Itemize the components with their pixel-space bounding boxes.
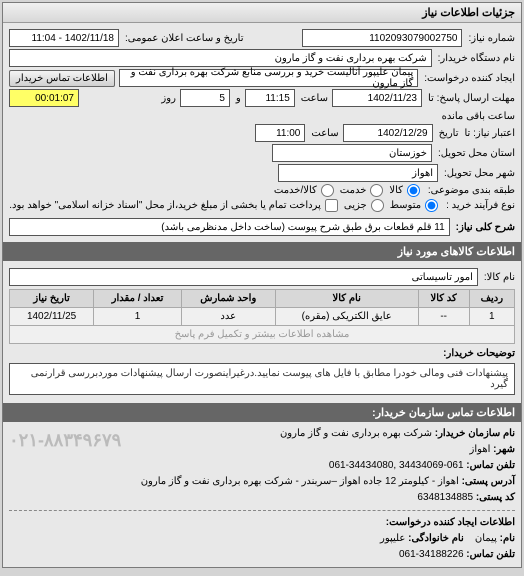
reqno-field: 1102093079002750 <box>302 29 462 47</box>
province-label: استان محل تحویل: <box>436 148 515 159</box>
remaining-time-field: 00:01:07 <box>9 89 79 107</box>
table-cell: عایق الکتریکی (مقره) <box>275 308 418 326</box>
contact-postal: 6348134885 <box>417 492 473 503</box>
treasury-checkbox[interactable]: پرداخت تمام یا بخشی از مبلغ خرید،از محل … <box>9 199 340 212</box>
goods-col-header: ردیف <box>469 290 514 308</box>
goods-name-field: امور تاسیساتی <box>9 268 478 286</box>
panel-title: جزئیات اطلاعات نیاز <box>3 3 521 23</box>
contact-header: اطلاعات تماس سازمان خریدار: <box>3 403 521 422</box>
days-after-label: روز <box>159 93 176 104</box>
creator-name: پیمان <box>475 533 497 544</box>
details-panel: جزئیات اطلاعات نیاز شماره نیاز: 11020930… <box>2 2 522 568</box>
class-service-text: خدمت <box>340 185 367 196</box>
treasury-note: پرداخت تمام یا بخشی از مبلغ خرید،از محل … <box>9 200 321 211</box>
buyer-label: نام دستگاه خریدار: <box>436 53 515 64</box>
creator-phone: 34188226-061 <box>399 549 464 560</box>
goods-table-header-row: ردیفکد کالانام کالاواحد شمارشتعداد / مقد… <box>10 290 515 308</box>
contact-postal-label: کد پستی: <box>476 492 515 503</box>
creator-phone-label: تلفن تماس: <box>466 549 515 560</box>
contact-org: شرکت بهره برداری نفت و گاز مارون <box>280 428 432 439</box>
contact-buyer-button[interactable]: اطلاعات تماس خریدار <box>9 70 115 87</box>
deadline-date-field: 1402/11/23 <box>332 89 422 107</box>
valid-to-time-field: 11:00 <box>255 124 305 142</box>
creator-family: علیپور <box>380 533 405 544</box>
creator-field: پیمان علیپور آنالیست خرید و بررسی منابع … <box>119 69 418 87</box>
buyer-note-box: پیشنهادات فنی ومالی خودرا مطابق با فایل … <box>9 363 515 395</box>
goods-name-label: نام کالا: <box>482 272 515 283</box>
contact-addr-label: آدرس پستی: <box>462 476 515 487</box>
contact-addr: اهواز - کیلومتر 12 جاده اهواز –سربندر - … <box>141 476 459 487</box>
watermark-phone: ۰۲۱-۸۸۳۴۹۶۷۹ <box>9 426 121 455</box>
class-service-radio[interactable]: خدمت <box>340 184 386 197</box>
class-goods-service-text: کالا/خدمت <box>274 185 317 196</box>
contact-block: نام سازمان خریدار: شرکت بهره برداری نفت … <box>3 422 521 567</box>
table-cell: عدد <box>181 308 275 326</box>
city-field: اهواز <box>278 164 438 182</box>
purchase-mid-text: متوسط <box>390 200 421 211</box>
table-cell: -- <box>418 308 469 326</box>
deadline-time-field: 11:15 <box>245 89 295 107</box>
deadline-time-label: ساعت <box>299 93 328 104</box>
purchase-small-text: جزیی <box>344 200 367 211</box>
contact-tel: 061-34434069 ,34434080-061 <box>329 460 464 471</box>
contact-org-label: نام سازمان خریدار: <box>435 428 515 439</box>
valid-to-label: اعتبار نیاز: تا <box>463 128 516 139</box>
goods-col-header: نام کالا <box>275 290 418 308</box>
purchase-small-radio[interactable]: جزیی <box>344 199 386 212</box>
table-row[interactable]: 1--عایق الکتریکی (مقره)عدد11402/11/25 <box>10 308 515 326</box>
days-and-label: و <box>234 93 241 104</box>
creator-family-label: نام خانوادگی: <box>408 533 464 544</box>
goods-header: اطلاعات کالاهای مورد نیاز <box>3 242 521 261</box>
table-cell: 1 <box>94 308 182 326</box>
creator-info-header: اطلاعات ایجاد کننده درخواست: <box>386 517 515 528</box>
valid-to-date-label: تاریخ <box>437 128 459 139</box>
goods-col-header: واحد شمارش <box>181 290 275 308</box>
table-cell: 1 <box>469 308 514 326</box>
contact-tel-label: تلفن تماس: <box>466 460 515 471</box>
valid-to-time-label: ساعت <box>309 128 338 139</box>
remaining-label: ساعت باقی مانده <box>440 111 515 122</box>
pubdate-label: تاریخ و ساعت اعلان عمومی: <box>123 33 244 44</box>
header-section: شماره نیاز: 1102093079002750 تاریخ و ساع… <box>3 23 521 242</box>
need-title-label: شرح کلی نیاز: <box>454 222 515 233</box>
goods-col-header: تاریخ نیاز <box>10 290 94 308</box>
need-title-field: 11 قلم قطعات برق طبق شرح پیوست (ساخت داخ… <box>9 218 450 236</box>
goods-col-header: تعداد / مقدار <box>94 290 182 308</box>
more-info-row[interactable]: مشاهده اطلاعات بیشتر و تکمیل فرم پاسخ <box>10 326 515 344</box>
deadline-reply-label: مهلت ارسال پاسخ: تا <box>426 93 515 104</box>
goods-section: نام کالا: امور تاسیساتی ردیفکد کالانام ک… <box>3 261 521 403</box>
valid-to-date-field: 1402/12/29 <box>343 124 433 142</box>
reqno-label: شماره نیاز: <box>466 33 515 44</box>
goods-col-header: کد کالا <box>418 290 469 308</box>
buyer-field: شرکت بهره برداری نفت و گاز مارون <box>9 49 432 67</box>
class-goods-service-radio[interactable]: کالا/خدمت <box>274 184 336 197</box>
class-label: طبقه بندی موضوعی: <box>426 185 515 196</box>
class-goods-radio[interactable]: کالا <box>389 184 422 197</box>
table-cell: 1402/11/25 <box>10 308 94 326</box>
more-info-link[interactable]: مشاهده اطلاعات بیشتر و تکمیل فرم پاسخ <box>10 326 515 344</box>
pubdate-field: 1402/11/18 - 11:04 <box>9 29 119 47</box>
contact-city-label: شهر: <box>493 444 515 455</box>
purchase-type-label: نوع فرآیند خرید : <box>444 200 515 211</box>
contact-city: اهواز <box>470 444 491 455</box>
class-goods-text: کالا <box>389 185 403 196</box>
goods-table: ردیفکد کالانام کالاواحد شمارشتعداد / مقد… <box>9 289 515 344</box>
creator-name-label: نام: <box>500 533 515 544</box>
city-label: شهر محل تحویل: <box>442 168 515 179</box>
days-field: 5 <box>180 89 230 107</box>
creator-label: ایجاد کننده درخواست: <box>422 73 515 84</box>
purchase-mid-radio[interactable]: متوسط <box>390 199 440 212</box>
province-field: خوزستان <box>272 144 432 162</box>
buyer-note-label: توضیحات خریدار: <box>441 348 515 359</box>
